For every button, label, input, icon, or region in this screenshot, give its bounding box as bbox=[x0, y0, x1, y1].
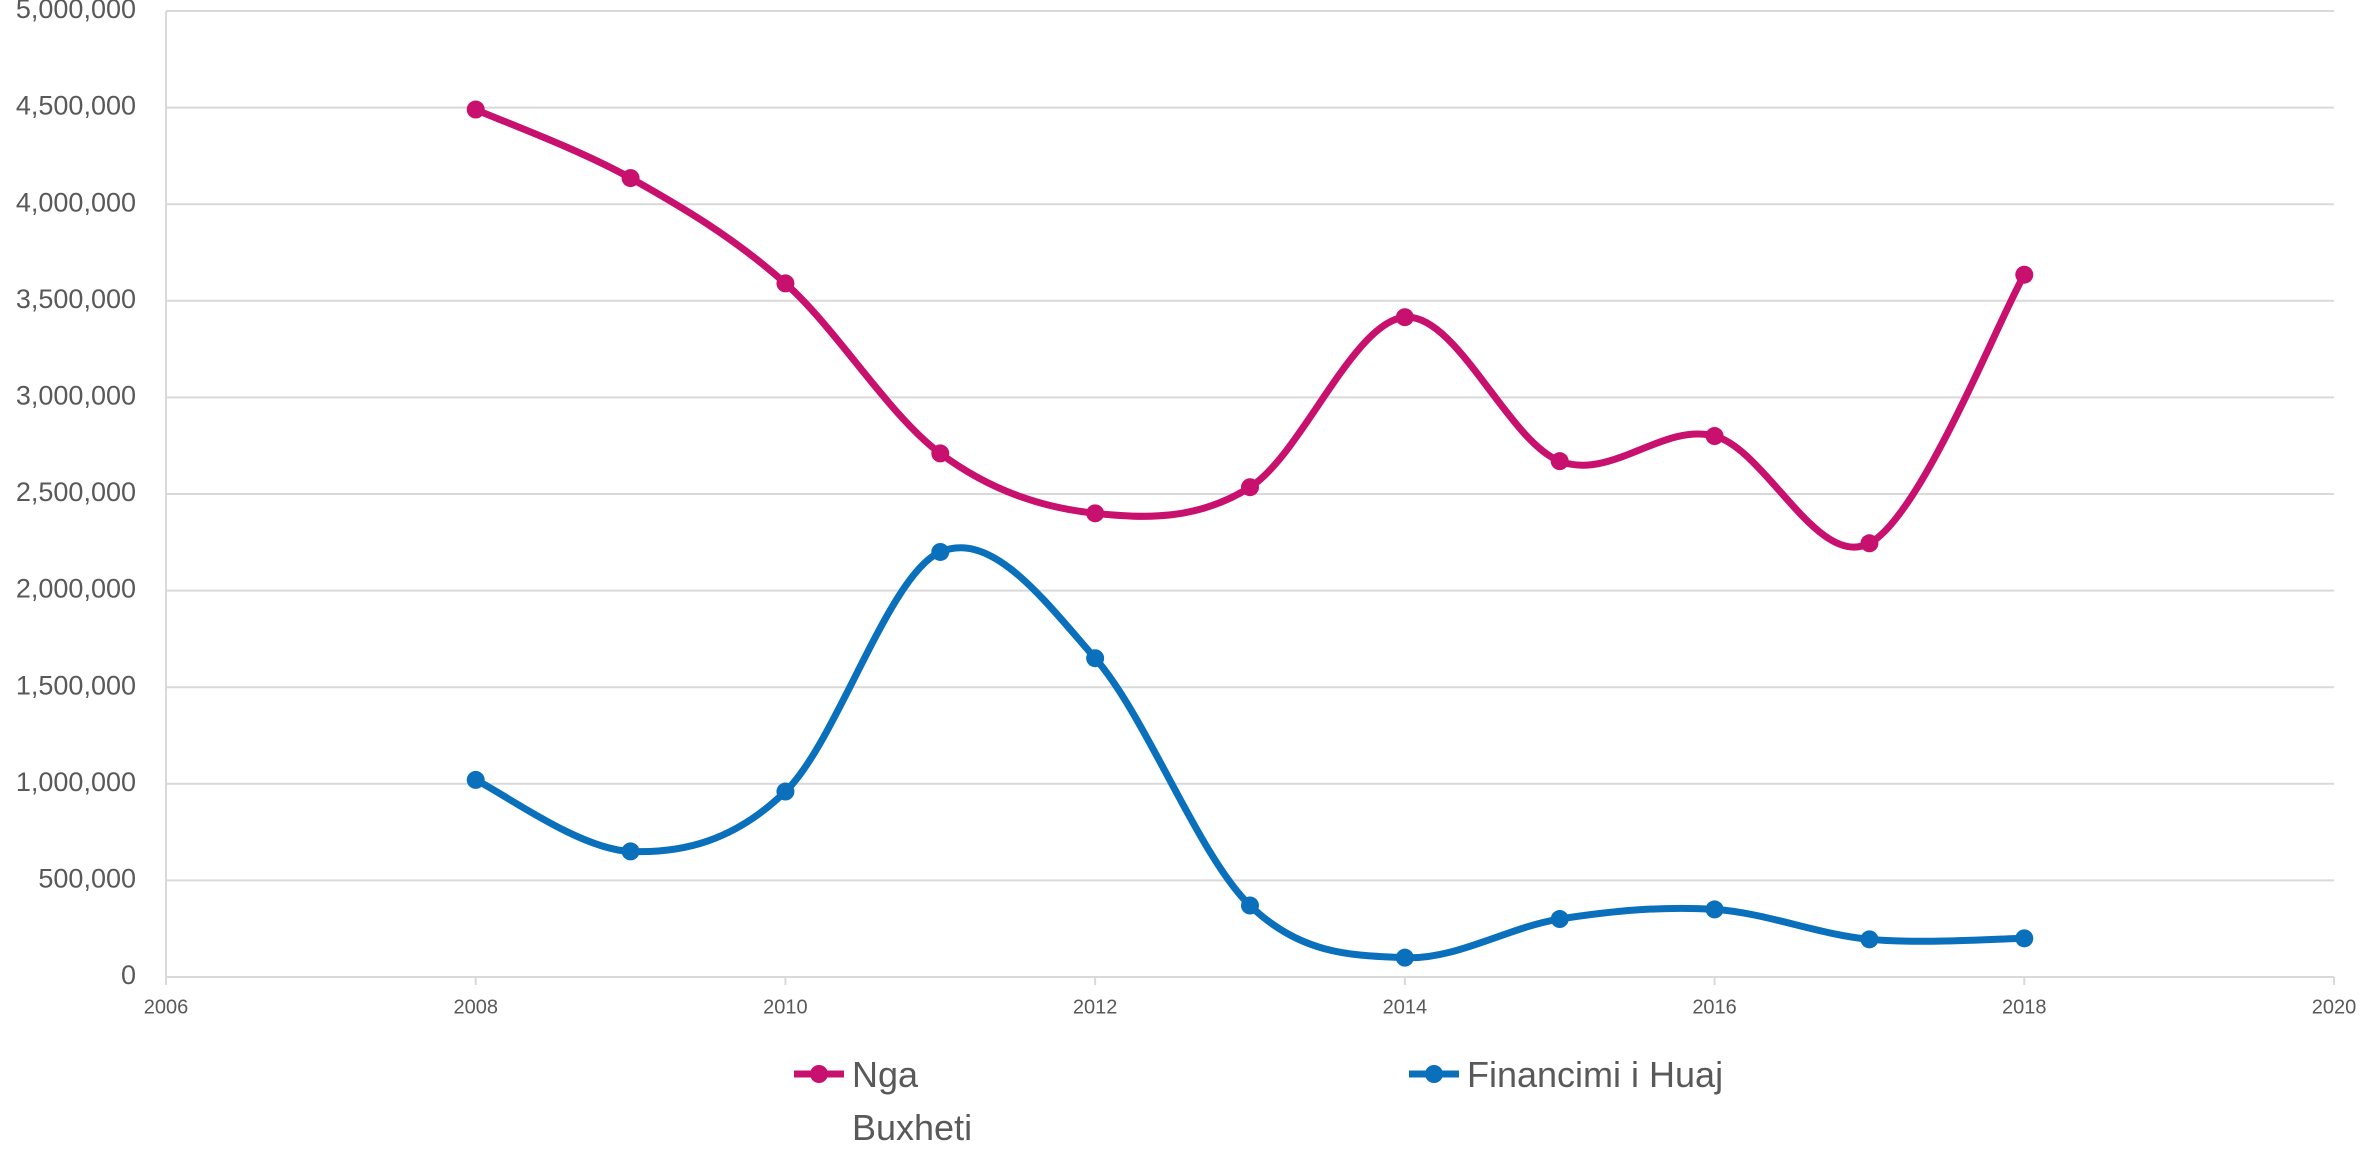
data-point bbox=[1550, 452, 1569, 471]
x-tick-label: 2014 bbox=[1383, 996, 1428, 1018]
data-point bbox=[1550, 910, 1569, 929]
legend-item: Nga Buxheti bbox=[792, 1048, 1002, 1149]
legend-label: Nga Buxheti bbox=[852, 1054, 973, 1148]
x-tick-label: 2018 bbox=[2002, 996, 2047, 1018]
data-point bbox=[1241, 478, 1259, 497]
data-point bbox=[1860, 534, 1879, 553]
data-point bbox=[621, 842, 640, 861]
y-tick-label: 2,500,000 bbox=[16, 477, 136, 507]
data-point bbox=[1705, 900, 1724, 919]
y-tick-label: 4,500,000 bbox=[16, 91, 136, 121]
y-tick-label: 5,000,000 bbox=[16, 0, 136, 24]
series-line bbox=[472, 544, 2028, 962]
legend-marker bbox=[794, 1065, 844, 1083]
data-point bbox=[1705, 427, 1724, 446]
legend-dot bbox=[1425, 1065, 1443, 1083]
data-point bbox=[2015, 929, 2034, 948]
y-tick-label: 500,000 bbox=[38, 864, 136, 894]
data-point bbox=[466, 100, 485, 119]
x-tick-label: 2012 bbox=[1073, 996, 1118, 1018]
y-tick-label: 4,000,000 bbox=[16, 187, 136, 217]
data-point bbox=[776, 274, 795, 293]
data-point bbox=[776, 782, 795, 801]
data-point bbox=[2015, 265, 2034, 284]
x-tick-label: 2016 bbox=[1692, 996, 1737, 1018]
y-tick-label: 1,000,000 bbox=[16, 767, 136, 797]
data-point bbox=[931, 542, 950, 561]
legend-marker bbox=[1409, 1065, 1459, 1083]
x-tick-label: 2010 bbox=[763, 996, 808, 1018]
legend-label: Financimi i Huaj bbox=[1467, 1054, 1724, 1095]
y-tick-label: 3,000,000 bbox=[16, 381, 136, 411]
data-point bbox=[1086, 649, 1105, 668]
x-tick-label: 2006 bbox=[144, 996, 189, 1018]
series-line bbox=[472, 106, 2028, 551]
legend-item: Financimi i Huaj bbox=[1407, 1048, 1767, 1149]
x-tick-label: 2008 bbox=[453, 996, 498, 1018]
x-tick-label: 2020 bbox=[2312, 996, 2357, 1018]
data-point bbox=[931, 444, 950, 463]
data-point bbox=[621, 169, 640, 188]
y-tick-label: 3,500,000 bbox=[16, 284, 136, 314]
data-point bbox=[466, 770, 485, 789]
data-point bbox=[1086, 504, 1105, 523]
y-tick-label: 0 bbox=[121, 960, 136, 990]
y-tick-label: 1,500,000 bbox=[16, 670, 136, 700]
data-point bbox=[1395, 308, 1414, 327]
legend-dot bbox=[810, 1065, 828, 1083]
data-point bbox=[1395, 948, 1414, 967]
y-tick-label: 2,000,000 bbox=[16, 574, 136, 604]
data-point bbox=[1860, 930, 1879, 949]
data-point bbox=[1241, 896, 1259, 915]
